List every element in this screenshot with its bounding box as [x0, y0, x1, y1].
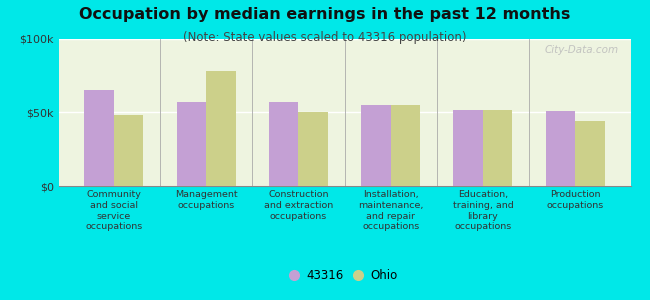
Bar [269, 102, 298, 186]
Bar [177, 102, 206, 186]
Text: City-Data.com: City-Data.com [545, 45, 619, 55]
Bar [114, 116, 144, 186]
Text: Occupation by median earnings in the past 12 months: Occupation by median earnings in the pas… [79, 8, 571, 22]
Bar [84, 90, 114, 186]
Bar [361, 105, 391, 186]
Text: (Note: State values scaled to 43316 population): (Note: State values scaled to 43316 popu… [183, 32, 467, 44]
Bar [391, 105, 420, 186]
Bar [298, 112, 328, 186]
Bar [483, 110, 512, 186]
Bar [453, 110, 483, 186]
Bar [575, 121, 604, 186]
Legend: 43316, Ohio: 43316, Ohio [287, 266, 402, 286]
Bar [206, 71, 236, 186]
Bar [545, 111, 575, 186]
